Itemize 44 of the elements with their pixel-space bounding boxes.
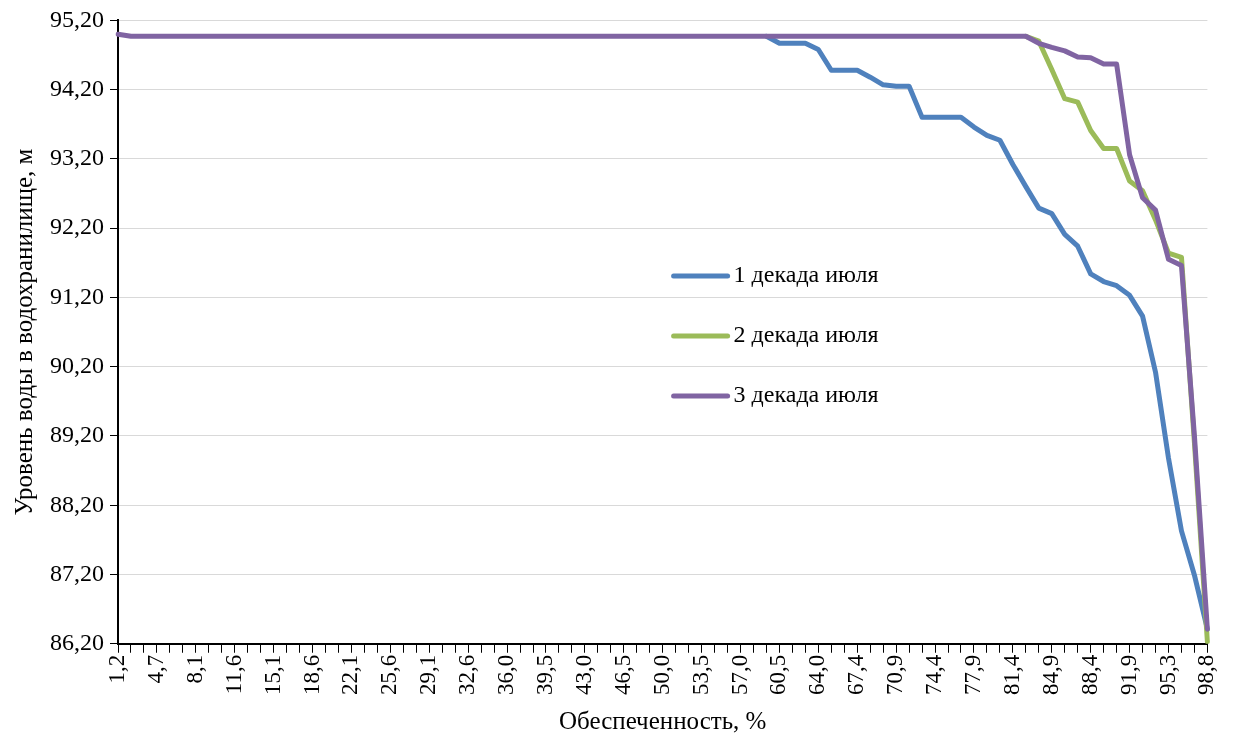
x-tick-label: 8,1	[181, 654, 207, 684]
x-tick-label: 67,4	[843, 654, 869, 695]
x-tick-label: 32,6	[454, 654, 480, 695]
x-tick-label: 70,9	[882, 654, 908, 695]
y-tick-label: 91,20	[50, 282, 104, 309]
y-tick-label: 92,20	[50, 213, 104, 240]
x-tick-label: 22,1	[337, 654, 363, 695]
y-tick-label: 93,20	[50, 144, 104, 171]
x-tick-label: 4,7	[142, 654, 168, 684]
y-tick-label: 87,20	[50, 559, 104, 586]
x-tick-label: 43,0	[570, 654, 596, 695]
y-tick-label: 86,20	[50, 629, 104, 656]
x-tick-label: 53,5	[687, 654, 713, 695]
x-tick-label: 39,5	[532, 654, 558, 695]
x-tick-label: 50,0	[648, 654, 674, 695]
x-tick-label: 11,6	[220, 654, 246, 695]
x-tick-label: 18,6	[298, 654, 324, 695]
x-tick-label: 81,4	[998, 654, 1024, 695]
x-tick-label: 1,2	[104, 654, 130, 684]
y-tick-label: 88,20	[50, 490, 104, 517]
x-tick-label: 15,1	[259, 654, 285, 695]
legend-label: 1 декада июля	[733, 261, 879, 288]
x-tick-label: 98,8	[1193, 654, 1219, 695]
x-tick-label: 88,4	[1076, 654, 1102, 695]
x-tick-label: 25,6	[376, 654, 402, 695]
x-tick-label: 36,0	[493, 654, 519, 695]
x-axis-title: Обеспеченность, %	[558, 706, 767, 734]
legend-label: 2 декада июля	[733, 321, 879, 348]
x-tick-label: 95,3	[1154, 654, 1180, 695]
x-tick-label: 29,1	[415, 654, 441, 695]
legend-label: 3 декада июля	[733, 381, 879, 408]
y-tick-label: 89,20	[50, 421, 104, 448]
x-tick-label: 91,9	[1115, 654, 1141, 695]
x-tick-label: 60,5	[765, 654, 791, 695]
y-tick-label: 95,20	[50, 5, 104, 32]
y-tick-label: 94,20	[50, 74, 104, 101]
x-tick-label: 57,0	[726, 654, 752, 695]
x-tick-label: 64,0	[804, 654, 830, 695]
y-tick-label: 90,20	[50, 352, 104, 378]
x-tick-label: 46,5	[609, 654, 635, 695]
x-tick-label: 77,9	[960, 654, 985, 695]
x-tick-label: 84,9	[1037, 654, 1063, 695]
y-axis-title: Уровень воды в водохранилище, м	[9, 148, 37, 516]
x-tick-label: 74,4	[921, 654, 947, 695]
